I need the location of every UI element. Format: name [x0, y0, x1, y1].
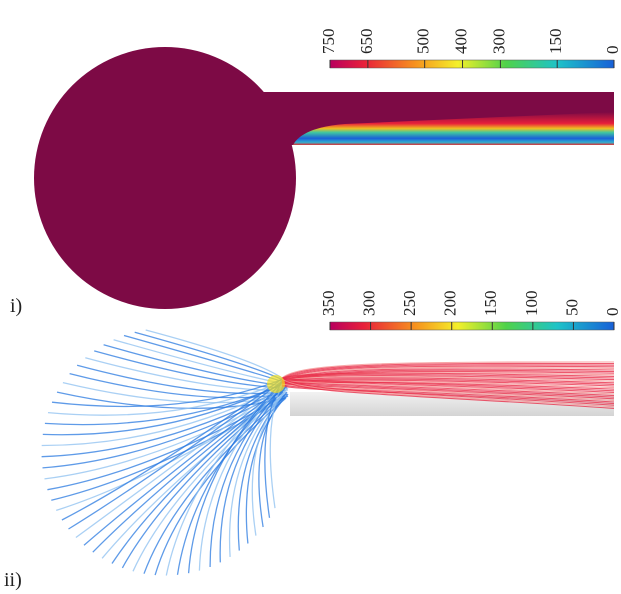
streamline: [281, 372, 615, 379]
colorbar: [329, 59, 615, 69]
streamline: [281, 379, 615, 395]
streamline: [281, 364, 615, 381]
streamline: [281, 377, 615, 406]
streamline: [42, 383, 283, 436]
streamline: [245, 393, 289, 544]
streamline: [281, 378, 615, 408]
tick-label: 50: [562, 299, 581, 316]
streamline: [281, 361, 615, 379]
streamline: [251, 395, 283, 536]
tick-label: 650: [357, 29, 376, 55]
streamline: [281, 383, 615, 401]
streamline: [281, 374, 615, 381]
streamline: [281, 373, 615, 380]
streamline: [281, 384, 615, 403]
streamline: [281, 377, 615, 392]
tick-label: 300: [359, 291, 378, 317]
jet-region: [293, 112, 614, 145]
streamline: [83, 383, 287, 546]
colorbar: [329, 321, 615, 331]
streamline: [228, 389, 287, 557]
streamline: [132, 393, 285, 572]
tick-label: 250: [400, 291, 419, 317]
tick-label: 500: [414, 29, 433, 55]
tick-label: 100: [522, 291, 541, 317]
panel-label: i): [10, 295, 22, 317]
streamline: [47, 379, 288, 416]
streamline: [123, 334, 285, 383]
streamline-plot: [41, 329, 615, 576]
streamline: [281, 379, 615, 409]
streamline: [145, 329, 283, 379]
tick-label: 300: [489, 29, 508, 55]
streamline: [51, 377, 287, 408]
tick-label: 0: [603, 46, 621, 55]
streamline: [187, 381, 283, 574]
streamline: [143, 395, 286, 574]
tick-label: 400: [451, 29, 470, 55]
streamline: [281, 378, 615, 393]
tick-label: 200: [441, 291, 460, 317]
panel-label: ii): [4, 569, 22, 591]
streamline: [61, 377, 284, 521]
tick-label: 350: [319, 291, 338, 317]
streamline: [113, 339, 286, 385]
streamline: [68, 379, 285, 530]
tick-label: 150: [481, 291, 500, 317]
streamline: [281, 362, 615, 380]
chamber: [34, 47, 296, 309]
contour-plot: [34, 47, 614, 309]
stagnation: [267, 375, 285, 393]
tick-label: 150: [546, 29, 565, 55]
streamline: [219, 387, 286, 563]
streamline: [75, 381, 286, 539]
streamline: [209, 385, 285, 568]
streamline: [258, 397, 284, 528]
streamline: [198, 383, 284, 571]
streamline: [134, 331, 284, 381]
tick-label: 750: [319, 29, 338, 55]
tick-label: 0: [603, 308, 621, 317]
